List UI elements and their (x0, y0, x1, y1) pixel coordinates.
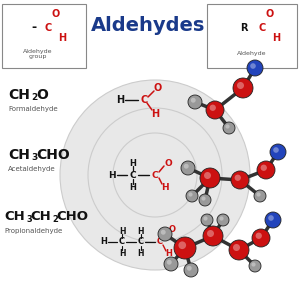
Text: O: O (36, 88, 48, 102)
Circle shape (188, 192, 193, 197)
Text: Aldehydes: Aldehydes (91, 16, 205, 35)
Circle shape (270, 144, 286, 160)
Circle shape (250, 63, 256, 69)
Text: H: H (119, 248, 125, 257)
Circle shape (184, 263, 198, 277)
Text: CHO: CHO (36, 148, 70, 162)
Text: H: H (166, 250, 172, 259)
Text: H: H (130, 182, 136, 191)
Circle shape (161, 230, 166, 235)
Circle shape (273, 147, 279, 153)
Text: H: H (138, 248, 144, 257)
Circle shape (113, 133, 197, 217)
Text: H: H (161, 184, 169, 193)
Circle shape (229, 240, 249, 260)
Text: 3: 3 (31, 153, 37, 162)
Circle shape (233, 244, 240, 251)
Circle shape (268, 215, 274, 221)
Text: H: H (272, 33, 280, 43)
Circle shape (256, 192, 261, 197)
Circle shape (60, 80, 250, 270)
Circle shape (265, 212, 281, 228)
Text: 2: 2 (52, 215, 58, 224)
Circle shape (206, 101, 224, 119)
Text: Propionaldehyde: Propionaldehyde (4, 228, 62, 234)
Circle shape (251, 262, 256, 267)
Circle shape (184, 164, 189, 169)
Circle shape (256, 232, 262, 239)
Circle shape (219, 216, 224, 220)
Text: C: C (258, 23, 266, 33)
Text: Formaldehyde: Formaldehyde (8, 106, 58, 112)
Circle shape (167, 260, 172, 265)
Text: Aldehyde
group: Aldehyde group (23, 49, 53, 59)
Text: H: H (130, 158, 136, 167)
Circle shape (199, 194, 211, 206)
Circle shape (204, 172, 211, 179)
Text: C: C (138, 238, 144, 247)
Circle shape (188, 95, 202, 109)
Text: O: O (169, 226, 176, 235)
Text: Aldehyde: Aldehyde (237, 52, 267, 56)
Text: C: C (44, 23, 52, 33)
Text: 3: 3 (26, 215, 32, 224)
Circle shape (186, 190, 198, 202)
Circle shape (235, 175, 241, 181)
Circle shape (174, 237, 196, 259)
Circle shape (247, 60, 263, 76)
Text: C: C (157, 238, 163, 247)
Circle shape (178, 242, 186, 249)
Text: O: O (164, 158, 172, 167)
Circle shape (257, 161, 275, 179)
Text: H: H (138, 226, 144, 236)
Circle shape (207, 230, 214, 237)
Text: C: C (152, 170, 158, 179)
Circle shape (164, 257, 178, 271)
FancyBboxPatch shape (207, 4, 297, 68)
Circle shape (249, 260, 261, 272)
Circle shape (203, 226, 223, 246)
Text: O: O (154, 83, 162, 93)
Text: CH: CH (4, 210, 25, 223)
Text: H: H (108, 170, 116, 179)
Circle shape (191, 98, 196, 103)
Circle shape (223, 122, 235, 134)
Text: -: - (32, 22, 37, 34)
Text: CH: CH (8, 88, 30, 102)
Text: H: H (151, 109, 159, 119)
Text: Acetaldehyde: Acetaldehyde (8, 166, 56, 172)
Circle shape (201, 214, 213, 226)
Circle shape (88, 108, 222, 242)
Text: C: C (140, 95, 148, 105)
Text: H: H (119, 226, 125, 236)
Circle shape (158, 227, 172, 241)
Text: H: H (58, 33, 66, 43)
Circle shape (254, 190, 266, 202)
Circle shape (225, 124, 230, 129)
Circle shape (210, 105, 216, 111)
Text: C: C (130, 170, 136, 179)
Text: H: H (100, 238, 107, 247)
Text: C: C (119, 238, 125, 247)
Circle shape (217, 214, 229, 226)
Text: CHO: CHO (56, 210, 88, 223)
Text: O: O (266, 9, 274, 19)
Circle shape (237, 82, 244, 89)
Circle shape (233, 78, 253, 98)
Text: O: O (52, 9, 60, 19)
Circle shape (200, 168, 220, 188)
Text: R: R (240, 23, 248, 33)
Circle shape (203, 216, 208, 220)
Circle shape (201, 196, 206, 201)
Circle shape (231, 171, 249, 189)
Text: 2: 2 (31, 93, 37, 102)
Text: CH: CH (30, 210, 51, 223)
Text: CH: CH (8, 148, 30, 162)
Circle shape (252, 229, 270, 247)
Circle shape (261, 165, 267, 171)
FancyBboxPatch shape (2, 4, 86, 68)
Circle shape (181, 161, 195, 175)
Text: H: H (116, 95, 124, 105)
Circle shape (187, 266, 192, 271)
